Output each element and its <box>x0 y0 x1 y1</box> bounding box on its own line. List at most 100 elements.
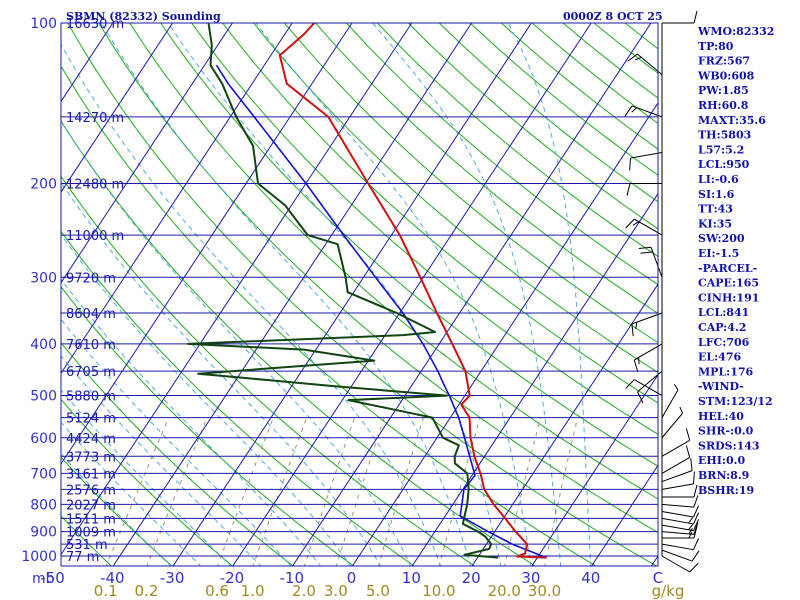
pressure-tick-label: 400 <box>30 337 57 353</box>
height-label: 2027 m <box>66 498 116 513</box>
isotherm <box>61 23 293 375</box>
isotherm <box>471 283 658 566</box>
pressure-tick-label: 500 <box>30 389 57 405</box>
dry-adiabat <box>61 65 597 566</box>
index-line: TH:5803 <box>698 129 751 142</box>
pressure-tick-label: 700 <box>30 466 57 482</box>
index-line: LFC:706 <box>698 336 750 349</box>
wind-barb-flag <box>629 158 631 171</box>
axis-labels: 16630 m 14270 m 12480 m 11000 m 9720 m 8604 m… <box>21 16 684 600</box>
temperature-tick-label: 20 <box>462 569 481 587</box>
wind-barb-flag <box>689 562 699 573</box>
temperature-tick-label: 30 <box>521 569 540 587</box>
moist-adiabat <box>372 23 562 566</box>
index-line: LCL:950 <box>698 158 750 171</box>
dry-adiabat <box>191 23 658 435</box>
wind-barb-shaft <box>661 549 693 562</box>
height-label: 3161 m <box>66 467 116 482</box>
dry-adiabat <box>61 175 476 566</box>
temperature-tick-label: 0 <box>347 569 357 587</box>
dry-adiabat <box>531 23 658 124</box>
mixing-ratio-line <box>216 417 274 566</box>
wind-barb-shaft <box>631 312 663 325</box>
wind-barb-flag <box>693 512 700 525</box>
height-label: 8604 m <box>66 307 116 322</box>
isotherm <box>61 23 173 193</box>
dry-adiabat <box>98 23 658 534</box>
pressure-tick-label: 800 <box>30 497 57 513</box>
moist-adiabat <box>507 23 592 566</box>
wind-barb-flag <box>693 471 695 484</box>
index-line: LI:-0.6 <box>698 173 739 186</box>
isotherm <box>292 23 652 566</box>
mixing-ratio-line <box>146 417 208 566</box>
mixing-ratio-line <box>105 417 170 566</box>
wind-barb-flag <box>625 379 635 389</box>
wind-barb-flag <box>624 105 633 117</box>
height-label: 11000 m <box>66 229 124 244</box>
mixing-ratio-label: 0.2 <box>135 582 159 600</box>
index-line: CAPE:165 <box>698 277 759 290</box>
pressure-tick-label: 100 <box>30 16 57 32</box>
wind-barb-flag <box>685 445 691 458</box>
wind-barb-flag <box>688 524 693 531</box>
index-line: WMO:82332 <box>697 25 774 38</box>
mixing-ratio-label: 0.1 <box>94 582 118 600</box>
moist-adiabat <box>101 23 472 566</box>
temperature-trace <box>278 23 547 559</box>
dry-adiabat <box>61 286 355 566</box>
height-label: 5880 m <box>66 390 116 405</box>
index-line: WB0:608 <box>697 69 755 82</box>
mixing-ratio-label: 5.0 <box>366 582 390 600</box>
wind-barb-flag <box>637 391 644 404</box>
wind-barb-flag <box>693 505 700 518</box>
index-line: MPL:176 <box>698 365 754 378</box>
wind-barb-flag <box>640 251 653 254</box>
dewpoint-trace <box>187 23 498 559</box>
mixing-ratio-label: 0.6 <box>205 582 229 600</box>
dry-adiabat <box>61 456 173 566</box>
height-label: 3773 m <box>66 450 116 465</box>
height-label: 16630 m <box>66 17 124 32</box>
moist-adiabat <box>61 355 262 566</box>
moist-adiabat <box>167 23 502 566</box>
index-line: TT:43 <box>698 203 733 216</box>
height-label: 4424 m <box>66 432 116 447</box>
mixing-ratio-label: 1.0 <box>241 582 265 600</box>
isotherm <box>61 23 413 556</box>
wind-barb-flag <box>693 519 700 531</box>
pressure-tick-label: 200 <box>30 176 57 192</box>
wind-barb-shaft <box>661 517 694 525</box>
index-line: KI:35 <box>698 217 732 230</box>
wind-barb-shaft <box>661 412 683 439</box>
height-label: 12480 m <box>66 177 124 192</box>
pressure-tick-label: 900 <box>30 525 57 541</box>
height-label: 1511 m <box>66 512 116 527</box>
wind-barb-flag <box>688 517 693 524</box>
dry-adiabats <box>61 23 658 566</box>
height-label: 531 m <box>66 538 108 553</box>
dry-adiabat <box>61 515 113 566</box>
wind-barb-shaft <box>661 555 690 573</box>
mixing-ratio-unit-label: g/kg <box>652 582 685 600</box>
wind-barb-flag <box>635 322 638 329</box>
index-line: STM:123/12 <box>698 395 773 408</box>
profiles <box>187 23 547 559</box>
height-label: 2576 m <box>66 483 116 498</box>
wind-barb-flag <box>693 484 698 498</box>
mixing-ratio-line <box>504 417 541 566</box>
wind-barb-flag <box>688 527 693 535</box>
pressure-tick-label: 300 <box>30 270 57 286</box>
height-label: 9720 m <box>66 271 116 286</box>
wind-barb-flag <box>634 56 642 61</box>
height-label: 77 m <box>66 550 99 565</box>
isotherm <box>0 23 53 567</box>
wind-barb-shaft <box>661 503 694 508</box>
height-label: 1009 m <box>66 526 116 541</box>
axes <box>60 22 659 567</box>
isotherm <box>112 23 472 566</box>
index-line: -WIND- <box>698 380 744 393</box>
dry-adiabat <box>129 23 658 500</box>
wind-barbs <box>624 10 700 573</box>
